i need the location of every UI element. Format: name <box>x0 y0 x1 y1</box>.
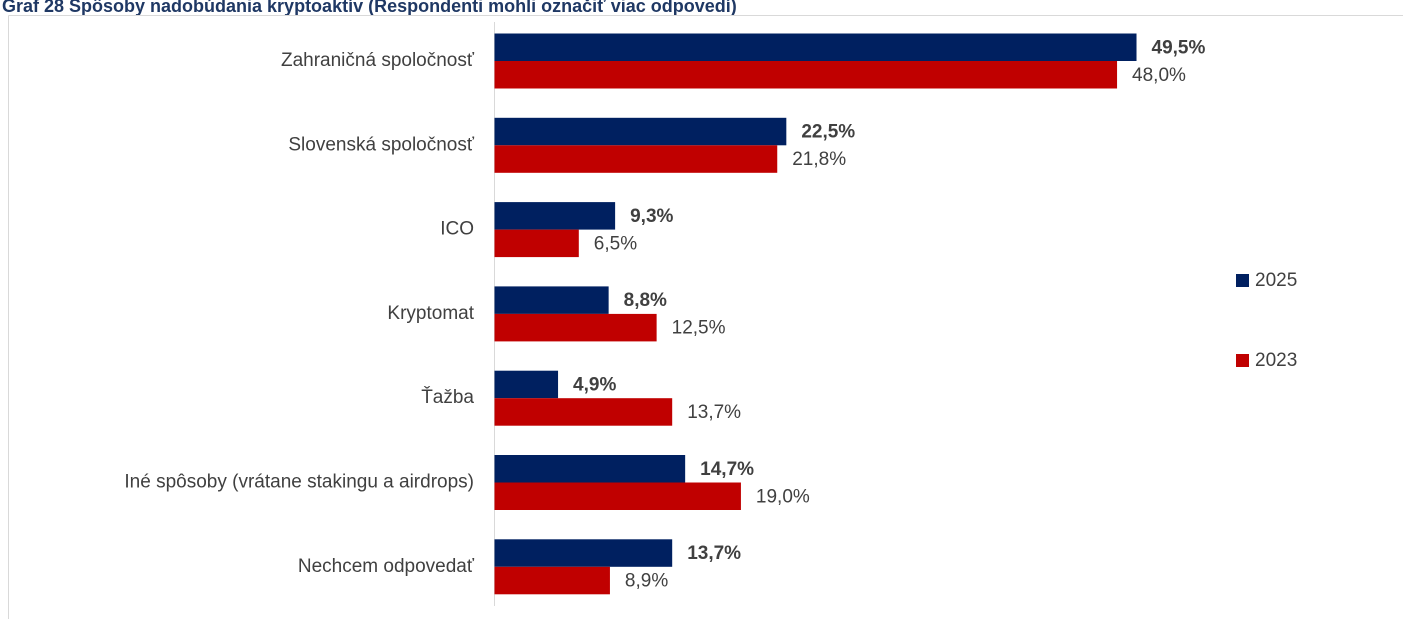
value-label: 8,9% <box>625 571 668 592</box>
value-label: 22,5% <box>801 122 855 143</box>
value-label: 13,7% <box>687 402 741 423</box>
category-label: Zahraničná spoločnosť <box>281 50 475 71</box>
legend-label: 2025 <box>1255 270 1297 291</box>
value-label: 19,0% <box>756 486 810 507</box>
value-label: 21,8% <box>792 149 846 170</box>
bar <box>494 566 610 595</box>
value-label: 49,5% <box>1152 37 1206 58</box>
category-label: ICO <box>440 219 474 240</box>
value-label: 48,0% <box>1132 65 1186 86</box>
bar <box>494 229 579 258</box>
value-label: 13,7% <box>687 543 741 564</box>
category-label: Ťažba <box>421 386 474 408</box>
bar <box>494 61 1118 89</box>
bar <box>494 286 609 314</box>
bar <box>494 370 559 399</box>
value-label: 6,5% <box>594 233 637 254</box>
chart-title: Graf 28 Spôsoby nadobúdania kryptoaktív … <box>2 0 737 16</box>
value-label: 9,3% <box>630 206 673 227</box>
bar <box>494 117 787 146</box>
bar <box>494 33 1137 61</box>
category-label: Iné spôsoby (vrátane stakingu a airdrops… <box>124 472 474 493</box>
category-label: Nechcem odpovedať <box>298 556 475 577</box>
category-label: Kryptomat <box>387 303 474 324</box>
value-label: 14,7% <box>700 459 754 480</box>
bar <box>494 398 673 426</box>
value-label: 4,9% <box>573 374 616 395</box>
bar <box>494 202 616 230</box>
bar <box>494 482 741 510</box>
bar <box>494 313 657 342</box>
bar <box>494 145 778 173</box>
legend-label: 2023 <box>1255 350 1297 371</box>
legend-swatch <box>1236 354 1249 367</box>
bar <box>494 455 686 483</box>
legend-swatch <box>1236 274 1249 287</box>
bar <box>494 539 673 567</box>
value-label: 8,8% <box>624 290 667 311</box>
category-label: Slovenská spoločnosť <box>288 134 474 155</box>
value-label: 12,5% <box>672 318 726 339</box>
